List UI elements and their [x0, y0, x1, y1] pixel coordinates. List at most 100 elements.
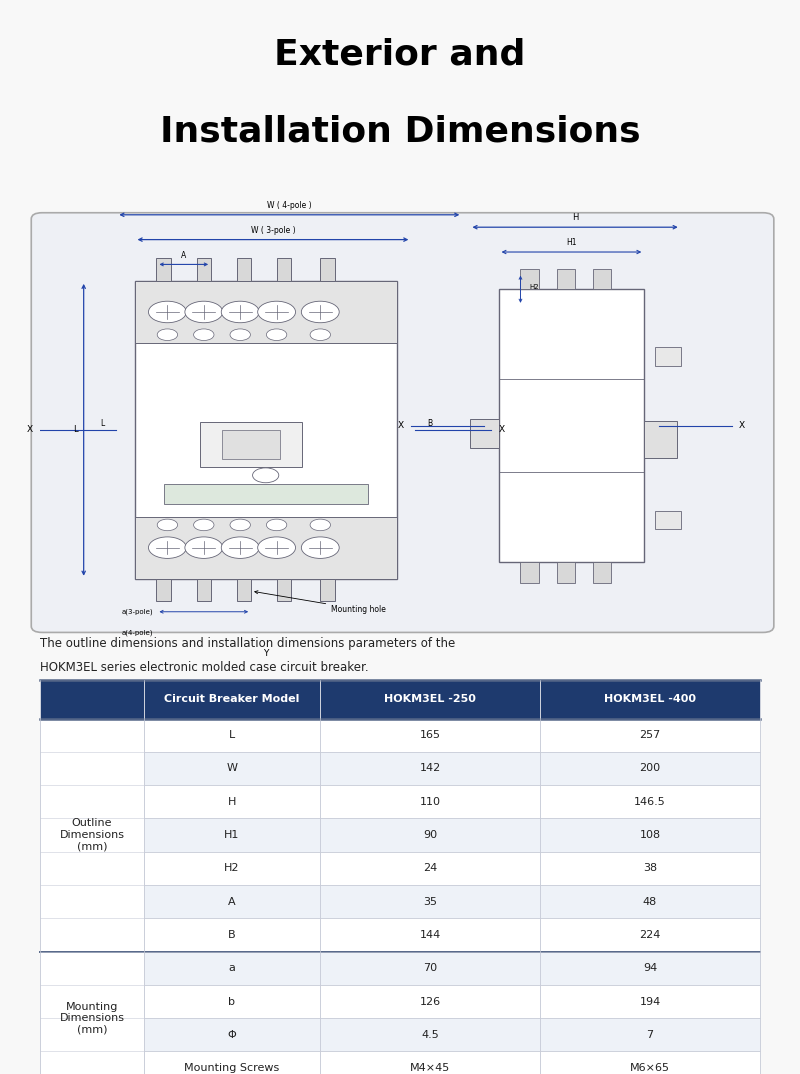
Circle shape — [302, 537, 339, 558]
Bar — [540, 885, 760, 918]
Bar — [655, 347, 681, 365]
Circle shape — [194, 329, 214, 340]
Bar — [40, 719, 144, 952]
Text: 7: 7 — [646, 1030, 654, 1040]
Bar — [164, 483, 368, 504]
Bar — [594, 268, 611, 289]
Bar — [521, 562, 538, 583]
Text: B: B — [228, 930, 236, 940]
Bar — [144, 752, 320, 785]
Bar — [144, 1018, 320, 1051]
Text: W ( 3-pole ): W ( 3-pole ) — [250, 226, 295, 234]
Bar — [540, 785, 760, 818]
Text: H1: H1 — [566, 238, 577, 247]
Text: a(3-pole): a(3-pole) — [122, 609, 153, 615]
Text: 200: 200 — [639, 764, 661, 773]
Text: 146.5: 146.5 — [634, 797, 666, 807]
Bar — [144, 918, 320, 952]
Text: a(4-pole): a(4-pole) — [122, 629, 153, 636]
Text: 194: 194 — [639, 997, 661, 1006]
Bar — [222, 430, 280, 459]
Bar — [498, 289, 644, 562]
Circle shape — [258, 537, 295, 558]
Bar — [157, 258, 171, 281]
Text: HOKM3EL -400: HOKM3EL -400 — [604, 694, 696, 705]
Text: Outline
Dimensions
(mm): Outline Dimensions (mm) — [59, 818, 125, 852]
Bar — [197, 579, 211, 601]
Bar — [134, 517, 397, 579]
Circle shape — [222, 537, 259, 558]
Circle shape — [158, 329, 178, 340]
Bar — [144, 952, 320, 985]
Bar — [594, 562, 611, 583]
Bar — [320, 818, 540, 852]
Bar — [557, 268, 575, 289]
Circle shape — [310, 519, 330, 531]
Text: 35: 35 — [423, 897, 437, 906]
Text: X: X — [398, 421, 404, 431]
Bar — [540, 719, 760, 752]
Bar — [540, 752, 760, 785]
Bar — [40, 952, 144, 1074]
Bar — [644, 421, 677, 459]
Text: A: A — [228, 897, 236, 906]
Text: 90: 90 — [423, 830, 437, 840]
Text: b: b — [229, 997, 235, 1006]
Bar — [320, 985, 540, 1018]
Bar — [144, 719, 320, 752]
Bar — [320, 719, 540, 752]
Bar — [320, 258, 335, 281]
Bar — [144, 885, 320, 918]
Circle shape — [149, 537, 186, 558]
Circle shape — [194, 519, 214, 531]
Text: 110: 110 — [419, 797, 441, 807]
Bar — [320, 579, 335, 601]
Text: The outline dimensions and installation dimensions parameters of the: The outline dimensions and installation … — [40, 637, 455, 650]
Bar — [540, 680, 760, 719]
Circle shape — [230, 329, 250, 340]
Text: 257: 257 — [639, 730, 661, 740]
Text: 48: 48 — [643, 897, 657, 906]
Bar — [320, 852, 540, 885]
Text: W ( 4-pole ): W ( 4-pole ) — [267, 201, 312, 209]
Bar — [144, 985, 320, 1018]
Text: M6×65: M6×65 — [630, 1063, 670, 1073]
Circle shape — [310, 329, 330, 340]
Bar — [157, 579, 171, 601]
Text: HOKM3EL series electronic molded case circuit breaker.: HOKM3EL series electronic molded case ci… — [40, 662, 369, 674]
Circle shape — [222, 301, 259, 322]
Circle shape — [266, 519, 286, 531]
Bar — [655, 511, 681, 529]
Text: 126: 126 — [419, 997, 441, 1006]
Text: HOKM3EL -250: HOKM3EL -250 — [384, 694, 476, 705]
Bar — [277, 579, 291, 601]
Text: B: B — [427, 419, 432, 427]
Bar — [134, 281, 397, 343]
Bar — [470, 419, 498, 448]
Text: 108: 108 — [639, 830, 661, 840]
Bar — [144, 818, 320, 852]
Text: Circuit Breaker Model: Circuit Breaker Model — [164, 694, 300, 705]
Text: W: W — [226, 764, 238, 773]
Text: Φ: Φ — [228, 1030, 236, 1040]
Bar — [200, 421, 302, 467]
Text: 142: 142 — [419, 764, 441, 773]
Bar — [144, 1051, 320, 1074]
Text: Exterior and: Exterior and — [274, 38, 526, 71]
Bar — [540, 952, 760, 985]
Bar — [540, 918, 760, 952]
Bar — [320, 785, 540, 818]
Bar — [320, 1051, 540, 1074]
Text: a: a — [229, 963, 235, 973]
Text: Mounting hole: Mounting hole — [254, 591, 386, 613]
Bar — [540, 985, 760, 1018]
Text: A: A — [181, 251, 186, 260]
Text: Mounting
Dimensions
(mm): Mounting Dimensions (mm) — [59, 1002, 125, 1034]
Circle shape — [258, 301, 295, 322]
Text: H2: H2 — [224, 863, 240, 873]
Text: 224: 224 — [639, 930, 661, 940]
Text: Mounting Screws: Mounting Screws — [184, 1063, 280, 1073]
Bar — [521, 268, 538, 289]
Text: 38: 38 — [643, 863, 657, 873]
Text: L: L — [74, 425, 78, 434]
